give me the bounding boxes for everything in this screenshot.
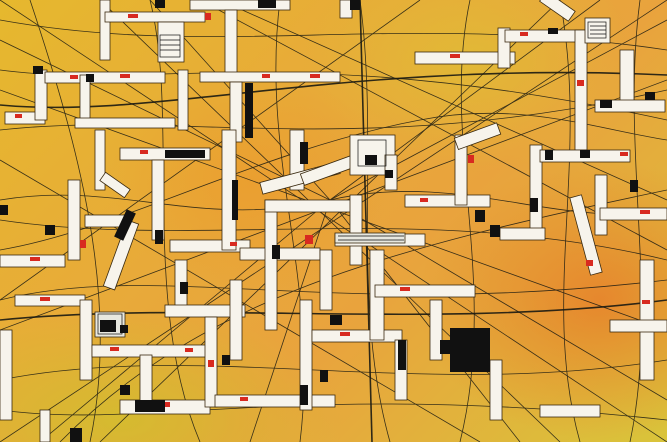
artwork-canvas <box>0 0 667 442</box>
street-blocks-layer <box>0 0 667 442</box>
block-markings-layer <box>0 0 655 442</box>
